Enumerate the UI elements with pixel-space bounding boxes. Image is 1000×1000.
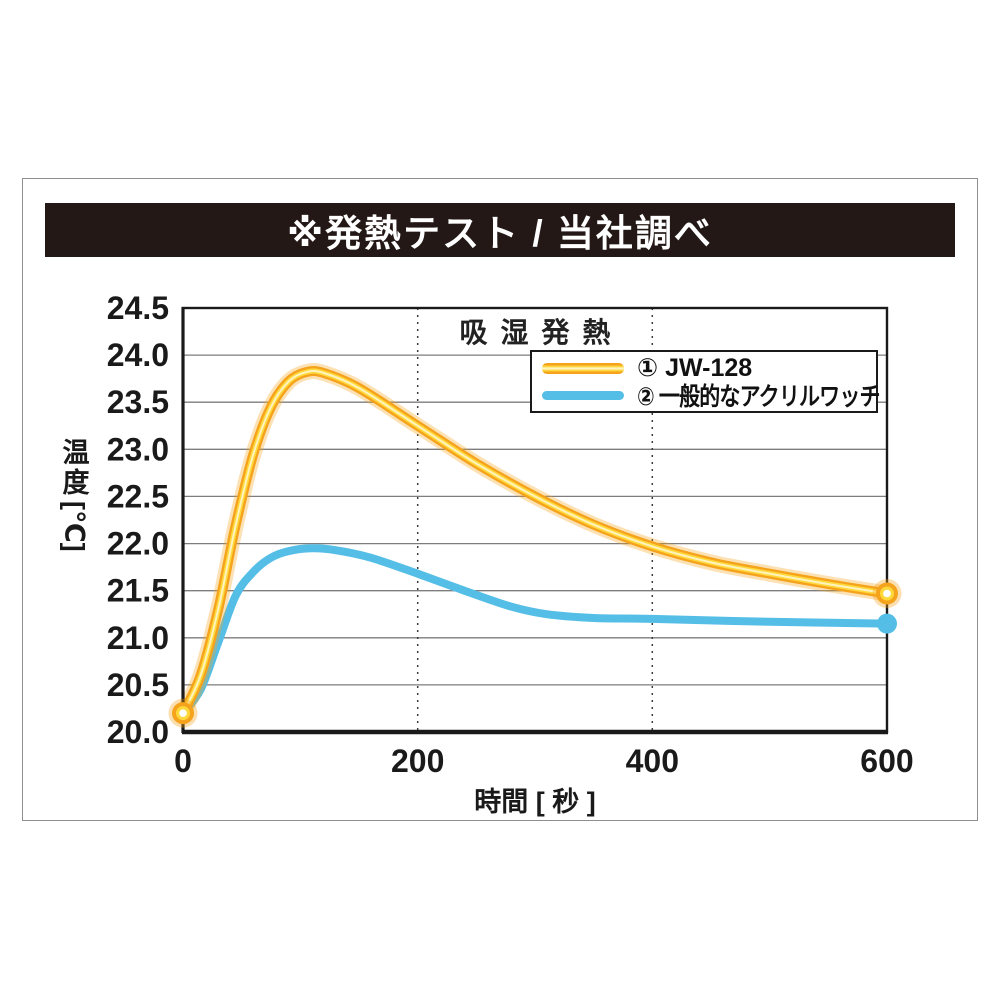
legend-line-acrylic [542,390,624,400]
y-tick-label: 24.0 [107,337,169,373]
legend-row-acrylic: ② 一般的なアクリルワッチ [542,382,880,411]
series-jw128-highlight [182,370,888,715]
legend-label-jw128: ① JW-128 [637,354,753,382]
series-jw128-line [178,366,892,719]
header-bar: ※発熱テスト / 当社調べ [45,203,955,257]
x-tick-label: 0 [174,743,192,779]
y-tick-label: 21.5 [107,573,169,609]
series-jw128-glow [175,363,895,722]
series-acrylic-line [179,544,891,718]
y-tick-label: 23.5 [107,384,169,420]
legend-label-acrylic: ② 一般的なアクリルワッチ [637,383,880,411]
header-title: ※発熱テスト / 当社調べ [287,213,713,254]
y-axis-label: 温度 [℃] [50,438,98,552]
legend-row-jw128: ① JW-128 [542,354,870,382]
chart-title: 吸湿発熱 [459,317,624,348]
jw128-marker-hole [883,589,891,598]
series-jw128-core [180,368,890,716]
jw128-marker-hole [179,709,187,717]
x-tick-label: 200 [391,743,444,779]
y-axis-label-unit: [℃] [59,501,90,552]
legend-line-jw128 [542,362,624,374]
x-tick-label: 400 [626,743,679,779]
x-axis-label: 時間 [ 秒 ] [474,787,596,817]
y-tick-label: 24.5 [107,290,169,326]
x-tick-label: 600 [860,743,913,779]
y-tick-label: 20.0 [107,714,169,750]
y-tick-label: 23.0 [107,431,169,467]
y-tick-label: 20.5 [107,667,169,703]
legend: ① JW-128 ② 一般的なアクリルワッチ [530,350,880,413]
y-tick-label: 21.0 [107,620,169,656]
y-tick-label: 22.0 [107,526,169,562]
y-axis-label-kanji: 温度 [58,438,89,498]
acrylic-marker-dot [877,613,897,634]
y-tick-label: 22.5 [107,478,169,514]
